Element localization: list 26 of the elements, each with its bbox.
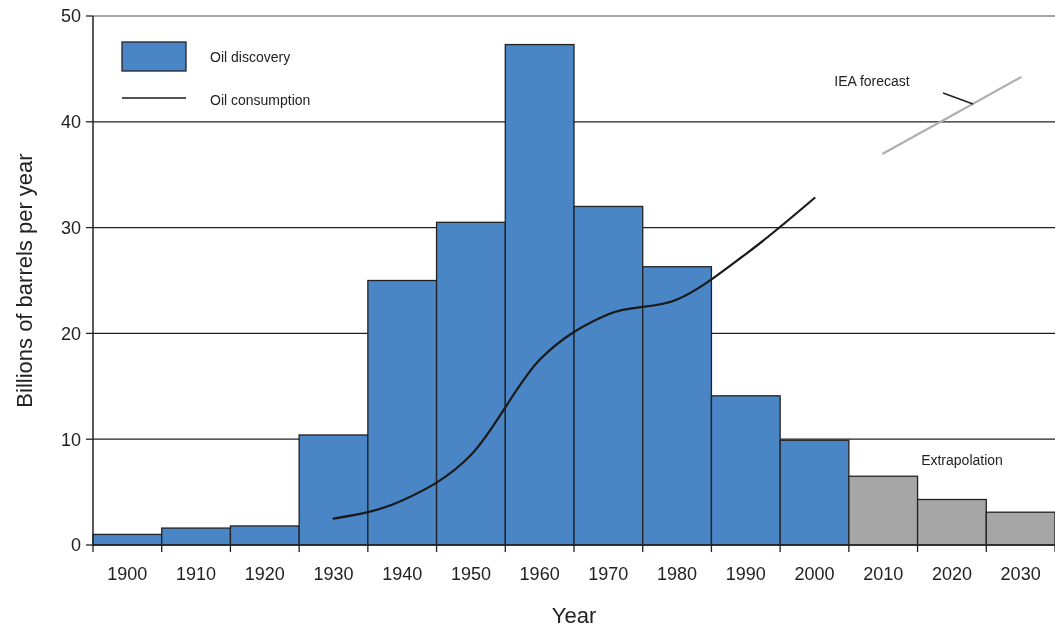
y-axis-title: Billions of barrels per year	[12, 153, 37, 408]
y-tick-label: 10	[60, 429, 81, 450]
x-tick-label: 1970	[588, 564, 629, 584]
legend-label: Oil consumption	[210, 91, 311, 108]
legend-label: Oil discovery	[210, 48, 291, 65]
x-axis-title: Year	[551, 603, 597, 628]
x-tick-label: 2010	[863, 564, 904, 584]
x-tick-label: 1980	[657, 564, 698, 584]
annotation: Extrapolation	[921, 452, 1003, 468]
x-tick-label: 1950	[450, 564, 491, 584]
y-tick-label: 40	[60, 112, 81, 133]
x-tick-label: 1920	[244, 564, 285, 584]
x-tick-label: 2030	[1000, 564, 1041, 584]
x-tick-label: 1930	[313, 564, 354, 584]
x-tick-label: 1960	[519, 564, 560, 584]
x-tick-label: 1940	[382, 564, 423, 584]
x-tick-label: 2020	[931, 564, 972, 584]
x-tick-label: 1990	[725, 564, 766, 584]
y-tick-label: 30	[60, 217, 81, 238]
x-tick-label: 1900	[107, 564, 148, 584]
x-tick-label: 2000	[794, 564, 835, 584]
y-tick-label: 0	[70, 535, 81, 556]
x-tick-label: 1910	[176, 564, 217, 584]
y-tick-label: 50	[60, 6, 81, 27]
y-tick-label: 20	[60, 323, 81, 344]
annotation: IEA forecast	[834, 73, 910, 89]
